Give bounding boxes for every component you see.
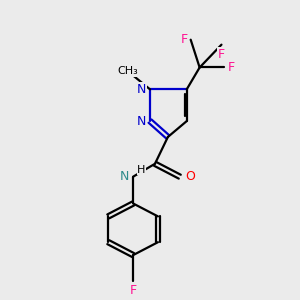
- Text: O: O: [186, 170, 196, 183]
- Text: H: H: [137, 165, 146, 175]
- Text: F: F: [227, 61, 235, 74]
- Text: F: F: [130, 284, 137, 297]
- Text: N: N: [137, 83, 146, 96]
- Text: N: N: [120, 170, 129, 183]
- Text: F: F: [218, 48, 225, 61]
- Text: N: N: [137, 115, 146, 128]
- Text: F: F: [181, 33, 188, 46]
- Text: CH₃: CH₃: [118, 67, 139, 76]
